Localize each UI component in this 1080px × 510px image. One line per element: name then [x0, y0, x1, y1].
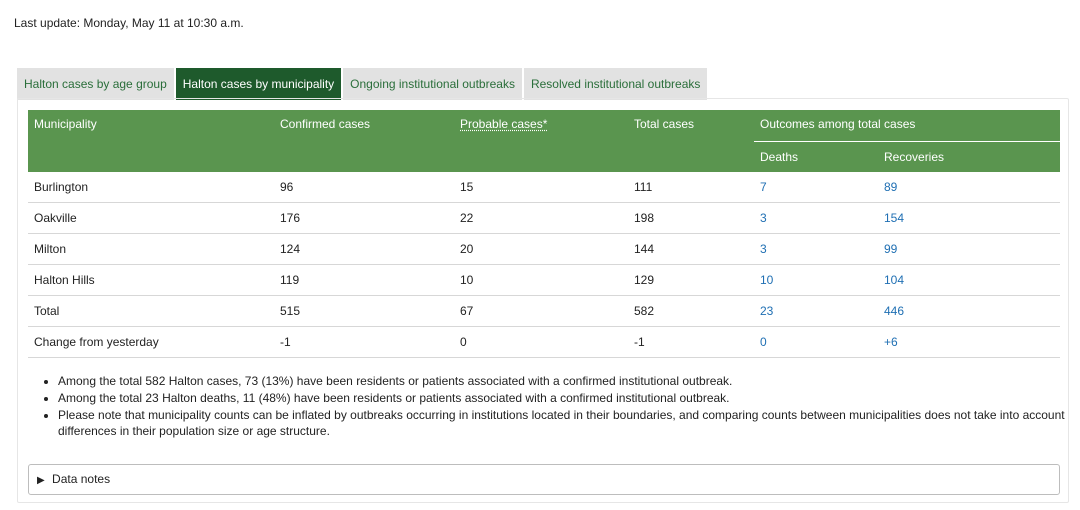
- table-row: Milton 124 20 144 3 99: [28, 233, 1060, 265]
- cell-probable: 15: [454, 172, 628, 203]
- cell-confirmed: 119: [274, 264, 454, 296]
- tab-age-group[interactable]: Halton cases by age group: [17, 68, 174, 100]
- cell-probable: 67: [454, 295, 628, 327]
- cell-municipality: Burlington: [28, 172, 274, 203]
- table-row: Halton Hills 119 10 129 10 104: [28, 264, 1060, 296]
- header-recoveries: Recoveries: [878, 141, 1060, 172]
- cell-probable: 20: [454, 233, 628, 265]
- cell-recoveries: +6: [878, 326, 1060, 358]
- cell-confirmed: 124: [274, 233, 454, 265]
- notes-list: Among the total 582 Halton cases, 73 (13…: [32, 373, 1076, 440]
- cell-probable: 0: [454, 326, 628, 358]
- cell-municipality: Change from yesterday: [28, 326, 274, 358]
- note-item: Among the total 23 Halton deaths, 11 (48…: [58, 390, 1076, 406]
- cell-deaths: 0: [754, 326, 878, 358]
- tab-municipality[interactable]: Halton cases by municipality: [175, 68, 342, 100]
- tab-ongoing-outbreaks[interactable]: Ongoing institutional outbreaks: [343, 68, 522, 100]
- cell-confirmed: 515: [274, 295, 454, 327]
- cell-municipality: Oakville: [28, 202, 274, 234]
- note-item: Among the total 582 Halton cases, 73 (13…: [58, 373, 1076, 389]
- table-row-total: Total 515 67 582 23 446: [28, 295, 1060, 327]
- cell-total: 198: [628, 202, 754, 234]
- cell-total: -1: [628, 326, 754, 358]
- cell-deaths: 3: [754, 202, 878, 234]
- cell-recoveries: 446: [878, 295, 1060, 327]
- header-outcomes: Outcomes among total cases: [754, 110, 1060, 142]
- cell-confirmed: 176: [274, 202, 454, 234]
- tab-bar: Halton cases by age group Halton cases b…: [17, 68, 708, 100]
- tab-resolved-outbreaks[interactable]: Resolved institutional outbreaks: [523, 68, 708, 100]
- cell-probable: 22: [454, 202, 628, 234]
- header-confirmed: Confirmed cases: [274, 110, 454, 172]
- last-update-text: Last update: Monday, May 11 at 10:30 a.m…: [14, 16, 244, 30]
- triangle-right-icon: ▶: [37, 475, 45, 486]
- cell-deaths: 23: [754, 295, 878, 327]
- cell-recoveries: 99: [878, 233, 1060, 265]
- cell-deaths: 7: [754, 172, 878, 203]
- header-probable[interactable]: Probable cases*: [454, 110, 628, 172]
- table-row: Burlington 96 15 111 7 89: [28, 172, 1060, 203]
- cell-municipality: Milton: [28, 233, 274, 265]
- probable-cases-link[interactable]: Probable cases*: [460, 117, 548, 131]
- cell-total: 129: [628, 264, 754, 296]
- cell-municipality: Halton Hills: [28, 264, 274, 296]
- table-row-change: Change from yesterday -1 0 -1 0 +6: [28, 326, 1060, 358]
- cell-total: 582: [628, 295, 754, 327]
- cell-municipality: Total: [28, 295, 274, 327]
- cell-total: 144: [628, 233, 754, 265]
- cell-recoveries: 104: [878, 264, 1060, 296]
- header-total: Total cases: [628, 110, 754, 172]
- cell-deaths: 3: [754, 233, 878, 265]
- data-notes-label: Data notes: [52, 472, 111, 486]
- cell-recoveries: 89: [878, 172, 1060, 203]
- table-row: Oakville 176 22 198 3 154: [28, 202, 1060, 234]
- cell-deaths: 10: [754, 264, 878, 296]
- tab-panel-municipality: Municipality Confirmed cases Probable ca…: [17, 98, 1069, 503]
- cell-confirmed: 96: [274, 172, 454, 203]
- cell-confirmed: -1: [274, 326, 454, 358]
- header-municipality: Municipality: [28, 110, 274, 172]
- data-notes-toggle[interactable]: ▶ Data notes: [28, 464, 1060, 495]
- header-deaths: Deaths: [754, 141, 878, 172]
- cell-probable: 10: [454, 264, 628, 296]
- cell-recoveries: 154: [878, 202, 1060, 234]
- note-item: Please note that municipality counts can…: [58, 407, 1076, 439]
- cell-total: 111: [628, 172, 754, 203]
- cases-table: Municipality Confirmed cases Probable ca…: [28, 110, 1060, 358]
